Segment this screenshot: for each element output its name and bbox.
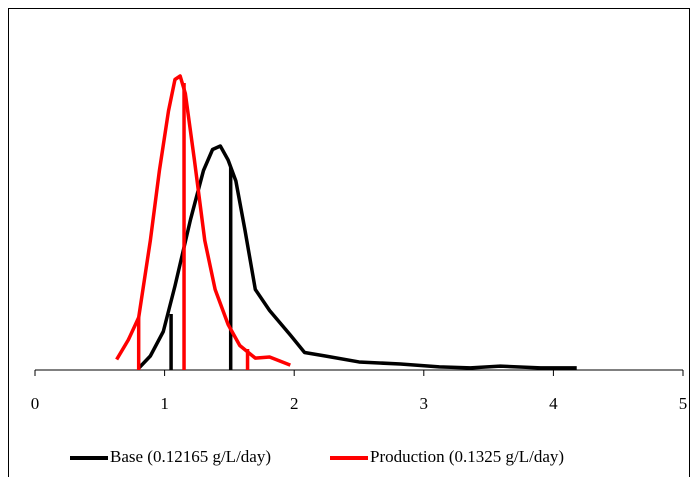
series-line [115,74,291,367]
x-tick-label: 1 [160,394,169,413]
x-tick-label: 5 [679,394,688,413]
legend-label: Production (0.1325 g/L/day) [370,447,564,466]
x-tick-label: 4 [549,394,558,413]
x-tick-label: 2 [290,394,299,413]
legend-label: Base (0.12165 g/L/day) [110,447,271,466]
x-tick-label: 3 [420,394,429,413]
chart-border [8,8,690,477]
series-line [137,144,577,370]
x-tick-label: 0 [31,394,40,413]
